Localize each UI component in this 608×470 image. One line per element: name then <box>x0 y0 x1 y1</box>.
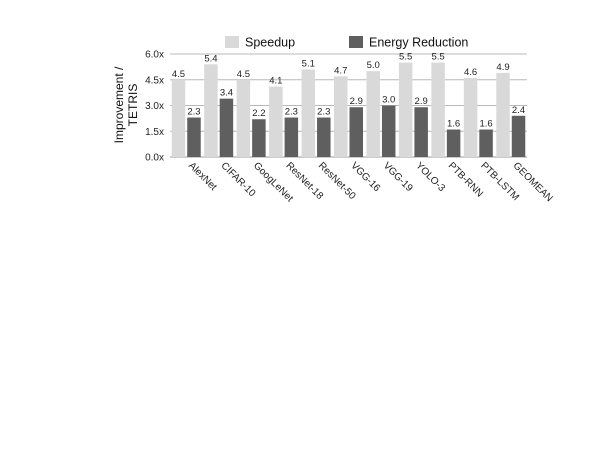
y-tick-label: 0.0x <box>145 153 164 164</box>
x-tick-label: AlexNet <box>186 160 219 193</box>
bars <box>171 62 526 158</box>
y-tick-label: 4.5x <box>145 75 164 86</box>
speedup-bar <box>496 72 510 157</box>
energy-reduction-value-label: 3.4 <box>220 88 233 99</box>
y-tick-label: 3.0x <box>145 101 164 112</box>
y-axis-title-line-1: Improvement / <box>112 66 126 143</box>
energy-reduction-value-label: 2.3 <box>187 107 200 118</box>
speedup-bar <box>463 78 478 157</box>
legend: Speedup Energy Reduction <box>225 36 468 50</box>
speedup-bar <box>398 62 413 158</box>
energy-reduction-bar <box>479 129 493 157</box>
energy-reduction-bar <box>349 107 363 157</box>
speedup-value-label: 5.0 <box>367 60 380 71</box>
energy-reduction-bar <box>219 98 234 157</box>
speedup-value-label: 4.9 <box>496 62 509 73</box>
speedup-value-label: 4.7 <box>334 65 347 76</box>
energy-reduction-value-label: 2.9 <box>415 96 428 107</box>
speedup-value-label: 5.4 <box>204 53 217 64</box>
speedup-value-label: 4.5 <box>237 69 250 80</box>
energy-reduction-value-label: 2.9 <box>350 96 363 107</box>
speedup-bar <box>431 62 445 158</box>
energy-reduction-bar <box>284 117 299 157</box>
y-tick-label: 6.0x <box>145 50 164 61</box>
speedup-bar <box>236 79 251 157</box>
energy-reduction-value-label: 2.3 <box>285 107 298 118</box>
energy-reduction-bar <box>446 129 461 157</box>
energy-reduction-value-label: 2.2 <box>252 108 265 119</box>
energy-reduction-value-label: 3.0 <box>382 95 395 106</box>
legend-label-energy-reduction: Energy Reduction <box>369 36 468 50</box>
speedup-bar <box>171 79 186 157</box>
energy-reduction-value-label: 2.4 <box>512 105 525 116</box>
x-tick-label: VGG-19 <box>381 160 415 194</box>
legend-label-speedup: Speedup <box>245 36 295 50</box>
speedup-bar <box>366 71 380 157</box>
energy-reduction-bar <box>511 115 526 157</box>
speedup-value-label: 5.1 <box>302 58 315 69</box>
legend-swatch-energy-reduction <box>349 36 363 48</box>
y-axis-title-line-2: TETRIS <box>126 84 140 127</box>
energy-reduction-bar <box>414 107 428 157</box>
energy-reduction-value-label: 1.6 <box>479 119 492 130</box>
energy-reduction-bar <box>187 117 201 157</box>
y-axis: 0.0x 1.5x 3.0x 4.5x 6.0x <box>145 50 164 164</box>
speedup-value-label: 4.1 <box>269 76 282 87</box>
energy-reduction-bar <box>317 117 331 157</box>
energy-reduction-value-label: 2.3 <box>317 107 330 118</box>
x-axis: AlexNet CIFAR-10GoogLeNetResNet-18ResNet-… <box>186 160 554 204</box>
value-labels: 4.5 2.3 5.4 3.4 4.5 2.2 4.1 2.3 5.1 2.3 4.7 2.9 5.0 3… <box>172 52 525 130</box>
speedup-value-label: 5.5 <box>432 52 445 63</box>
speedup-value-label: 5.5 <box>399 52 412 63</box>
energy-reduction-bar <box>381 105 396 157</box>
legend-swatch-speedup <box>225 36 239 48</box>
speedup-bar <box>301 69 316 157</box>
energy-reduction-value-label: 1.6 <box>447 119 460 130</box>
x-tick-label: YOLO-3 <box>413 160 447 194</box>
speedup-bar <box>269 86 283 157</box>
speedup-bar <box>204 64 218 157</box>
speedup-bar <box>334 76 348 157</box>
y-tick-label: 1.5x <box>145 127 164 138</box>
speedup-value-label: 4.6 <box>464 67 477 78</box>
energy-reduction-bar <box>252 119 266 157</box>
speedup-value-label: 4.5 <box>172 69 185 80</box>
